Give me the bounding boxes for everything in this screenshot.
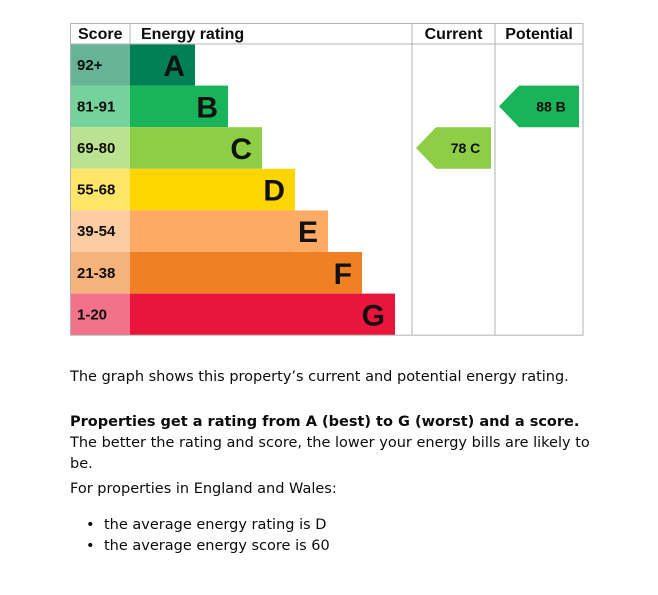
energy-rating-chart: 92+ A 81-91 B 69-80 C 55-68 D 39-54 E 21-38 F 1-20 G S… (70, 23, 584, 336)
rating-letter: F (334, 258, 352, 291)
score-cell (70, 85, 130, 128)
score-cell (70, 252, 130, 294)
rating-letter: C (230, 133, 252, 166)
score-label: 39-54 (77, 223, 116, 240)
score-header: Score (78, 26, 123, 43)
average-score-item: the average energy score is 60 (70, 536, 330, 557)
intro-text: The graph shows this property’s current … (70, 369, 569, 385)
potential-header: Potential (505, 26, 573, 43)
current-header: Current (425, 26, 483, 43)
rating-bar-a (130, 44, 195, 86)
rating-explanation: Properties get a rating from A (best) to… (70, 412, 610, 475)
rating-letter: D (263, 175, 285, 208)
rating-bar-f (130, 252, 362, 294)
score-cell (70, 293, 130, 336)
region-intro: For properties in England and Wales: (70, 481, 337, 497)
rating-letter: A (163, 50, 185, 83)
score-cell (70, 210, 130, 252)
average-rating-item: the average energy rating is D (70, 515, 330, 536)
chart-border (70, 23, 584, 336)
potential-score-label: 88 B (536, 98, 566, 114)
rating-bar-e (130, 210, 328, 252)
score-cell (70, 44, 130, 86)
potential-arrow (499, 85, 579, 128)
current-arrow (416, 127, 491, 169)
score-label: 55-68 (77, 182, 115, 199)
rating-bar-c (130, 127, 262, 169)
rating-explanation-bold: Properties get a rating from A (best) to… (70, 414, 580, 430)
average-list: the average energy rating is D the avera… (70, 515, 330, 557)
score-label: 81-91 (77, 98, 115, 115)
rating-bar-b (130, 85, 228, 128)
rating-bar-g (130, 293, 395, 336)
score-label: 1-20 (77, 306, 107, 323)
score-label: 69-80 (77, 140, 115, 157)
score-label: 92+ (77, 57, 103, 74)
score-label: 21-38 (77, 265, 115, 282)
score-cell (70, 127, 130, 169)
score-cell (70, 168, 130, 211)
rating-bar-d (130, 168, 295, 211)
rating-letter: B (196, 91, 218, 124)
rating-letter: E (298, 216, 318, 249)
rating-letter: G (362, 299, 385, 332)
rating-explanation-rest: The better the rating and score, the low… (70, 435, 590, 472)
current-score-label: 78 C (451, 140, 481, 156)
energy-rating-header: Energy rating (141, 26, 244, 43)
